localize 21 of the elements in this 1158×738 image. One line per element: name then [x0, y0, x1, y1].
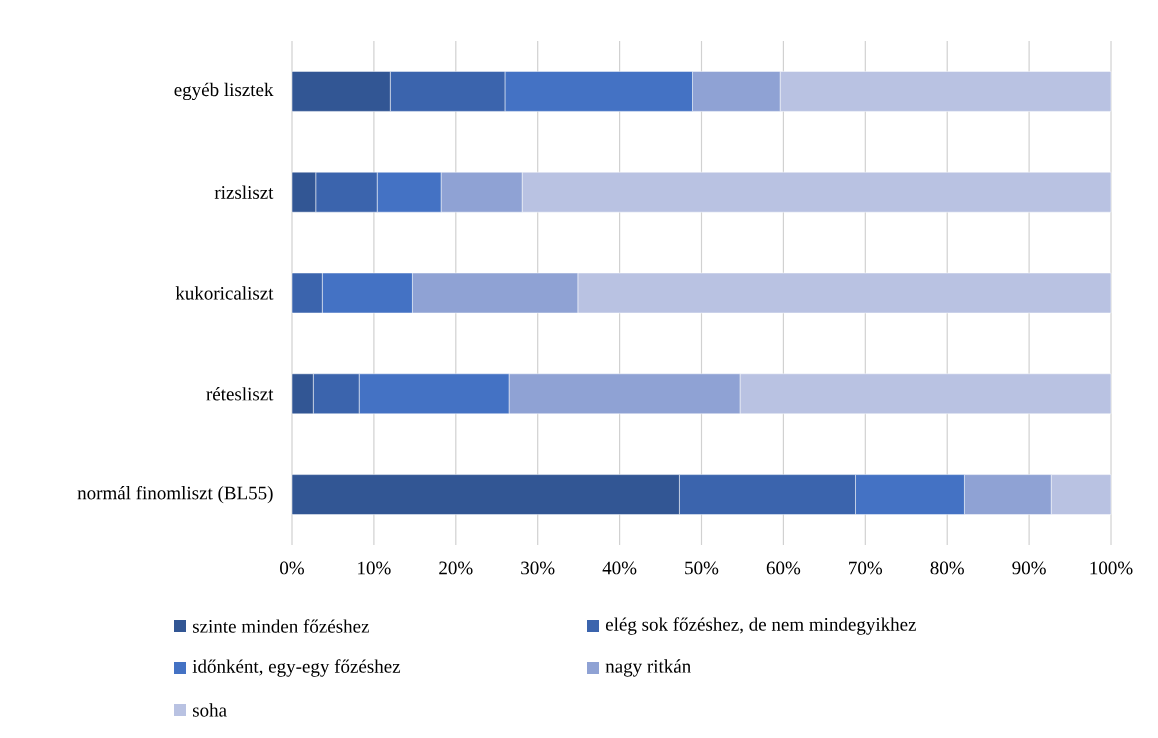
x-tick-label: 80%: [930, 561, 964, 575]
y-tick-label: egyéb lisztek: [174, 82, 274, 101]
y-tick-label: rizsliszt: [214, 185, 274, 199]
legend-label: soha: [192, 703, 227, 717]
y-tick-label: rétesliszt: [206, 387, 274, 401]
x-tick-label: 10%: [358, 561, 391, 575]
y-tick-label: kukoricaliszt: [175, 286, 274, 300]
x-tick-label: 70%: [849, 561, 883, 575]
x-tick-label: 50%: [685, 561, 719, 575]
legend-label: szinte minden főzéshez: [192, 619, 369, 633]
legend-label: nagy ritkán: [605, 659, 691, 677]
x-tick-label: 30%: [521, 561, 555, 575]
x-tick-label: 90%: [1012, 561, 1046, 575]
y-tick-label: normál finomliszt (BL55): [77, 485, 273, 504]
legend-label: elég sok főzéshez, de nem mindegyikhez: [605, 617, 916, 635]
legend-label: időnként, egy-egy főzéshez: [192, 659, 401, 677]
x-tick-label: 60%: [766, 561, 801, 575]
x-tick-label: 40%: [602, 561, 637, 575]
x-tick-label: 100%: [1090, 561, 1133, 575]
x-tick-label: 0%: [280, 561, 305, 575]
x-tick-label: 20%: [439, 561, 473, 575]
